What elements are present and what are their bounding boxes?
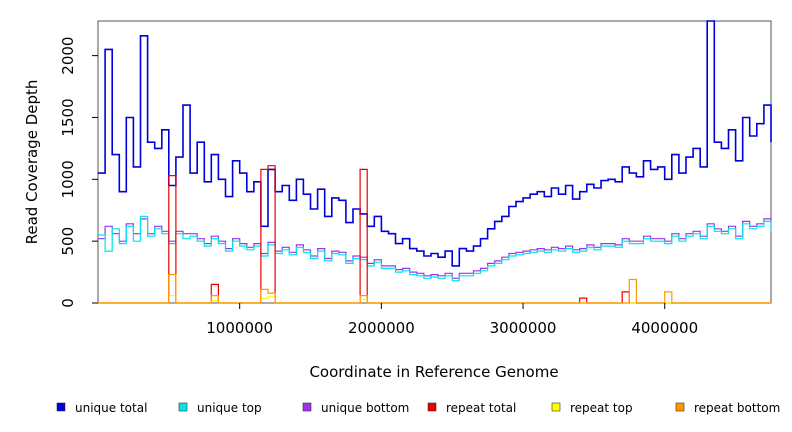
series-line-unique-top <box>98 215 772 282</box>
legend: unique total unique top unique bottom repea… <box>56 401 780 415</box>
series-line-unique-bottom <box>98 218 772 279</box>
x-tick-label: 3000000 <box>490 319 557 337</box>
y-tick-label: 0 <box>59 298 77 308</box>
legend-label: unique bottom <box>321 401 409 415</box>
y-tick-label: 1000 <box>59 160 77 198</box>
legend-label: repeat top <box>570 401 633 415</box>
x-tick-label: 4000000 <box>631 319 698 337</box>
plot-frame <box>97 20 772 304</box>
y-tick-label: 500 <box>59 227 77 256</box>
y-tick-label: 2000 <box>59 37 77 75</box>
y-axis-title: Read Coverage Depth <box>23 80 41 245</box>
legend-swatch <box>56 402 66 412</box>
y-axis: 0 500 1000 1500 2000 <box>59 37 98 308</box>
series-line-repeat-top <box>98 295 771 304</box>
legend-swatch <box>178 402 188 412</box>
legend-label: repeat total <box>446 401 516 415</box>
series-line-unique-total <box>98 20 772 267</box>
x-tick-label: 1000000 <box>206 319 273 337</box>
legend-label: unique top <box>197 401 262 415</box>
x-axis: 1000000 2000000 3000000 4000000 <box>206 303 698 337</box>
y-tick-label: 1500 <box>59 98 77 136</box>
legend-swatch <box>551 402 561 412</box>
legend-swatch <box>427 402 437 412</box>
series-line-repeat-bottom <box>98 274 771 304</box>
legend-label: unique total <box>75 401 147 415</box>
x-axis-title: Coordinate in Reference Genome <box>309 363 558 381</box>
series-line-repeat-total <box>98 165 771 304</box>
legend-swatch <box>675 402 685 412</box>
legend-swatch <box>302 402 312 412</box>
x-tick-label: 2000000 <box>348 319 415 337</box>
series-layer <box>98 20 772 304</box>
legend-label: repeat bottom <box>694 401 780 415</box>
